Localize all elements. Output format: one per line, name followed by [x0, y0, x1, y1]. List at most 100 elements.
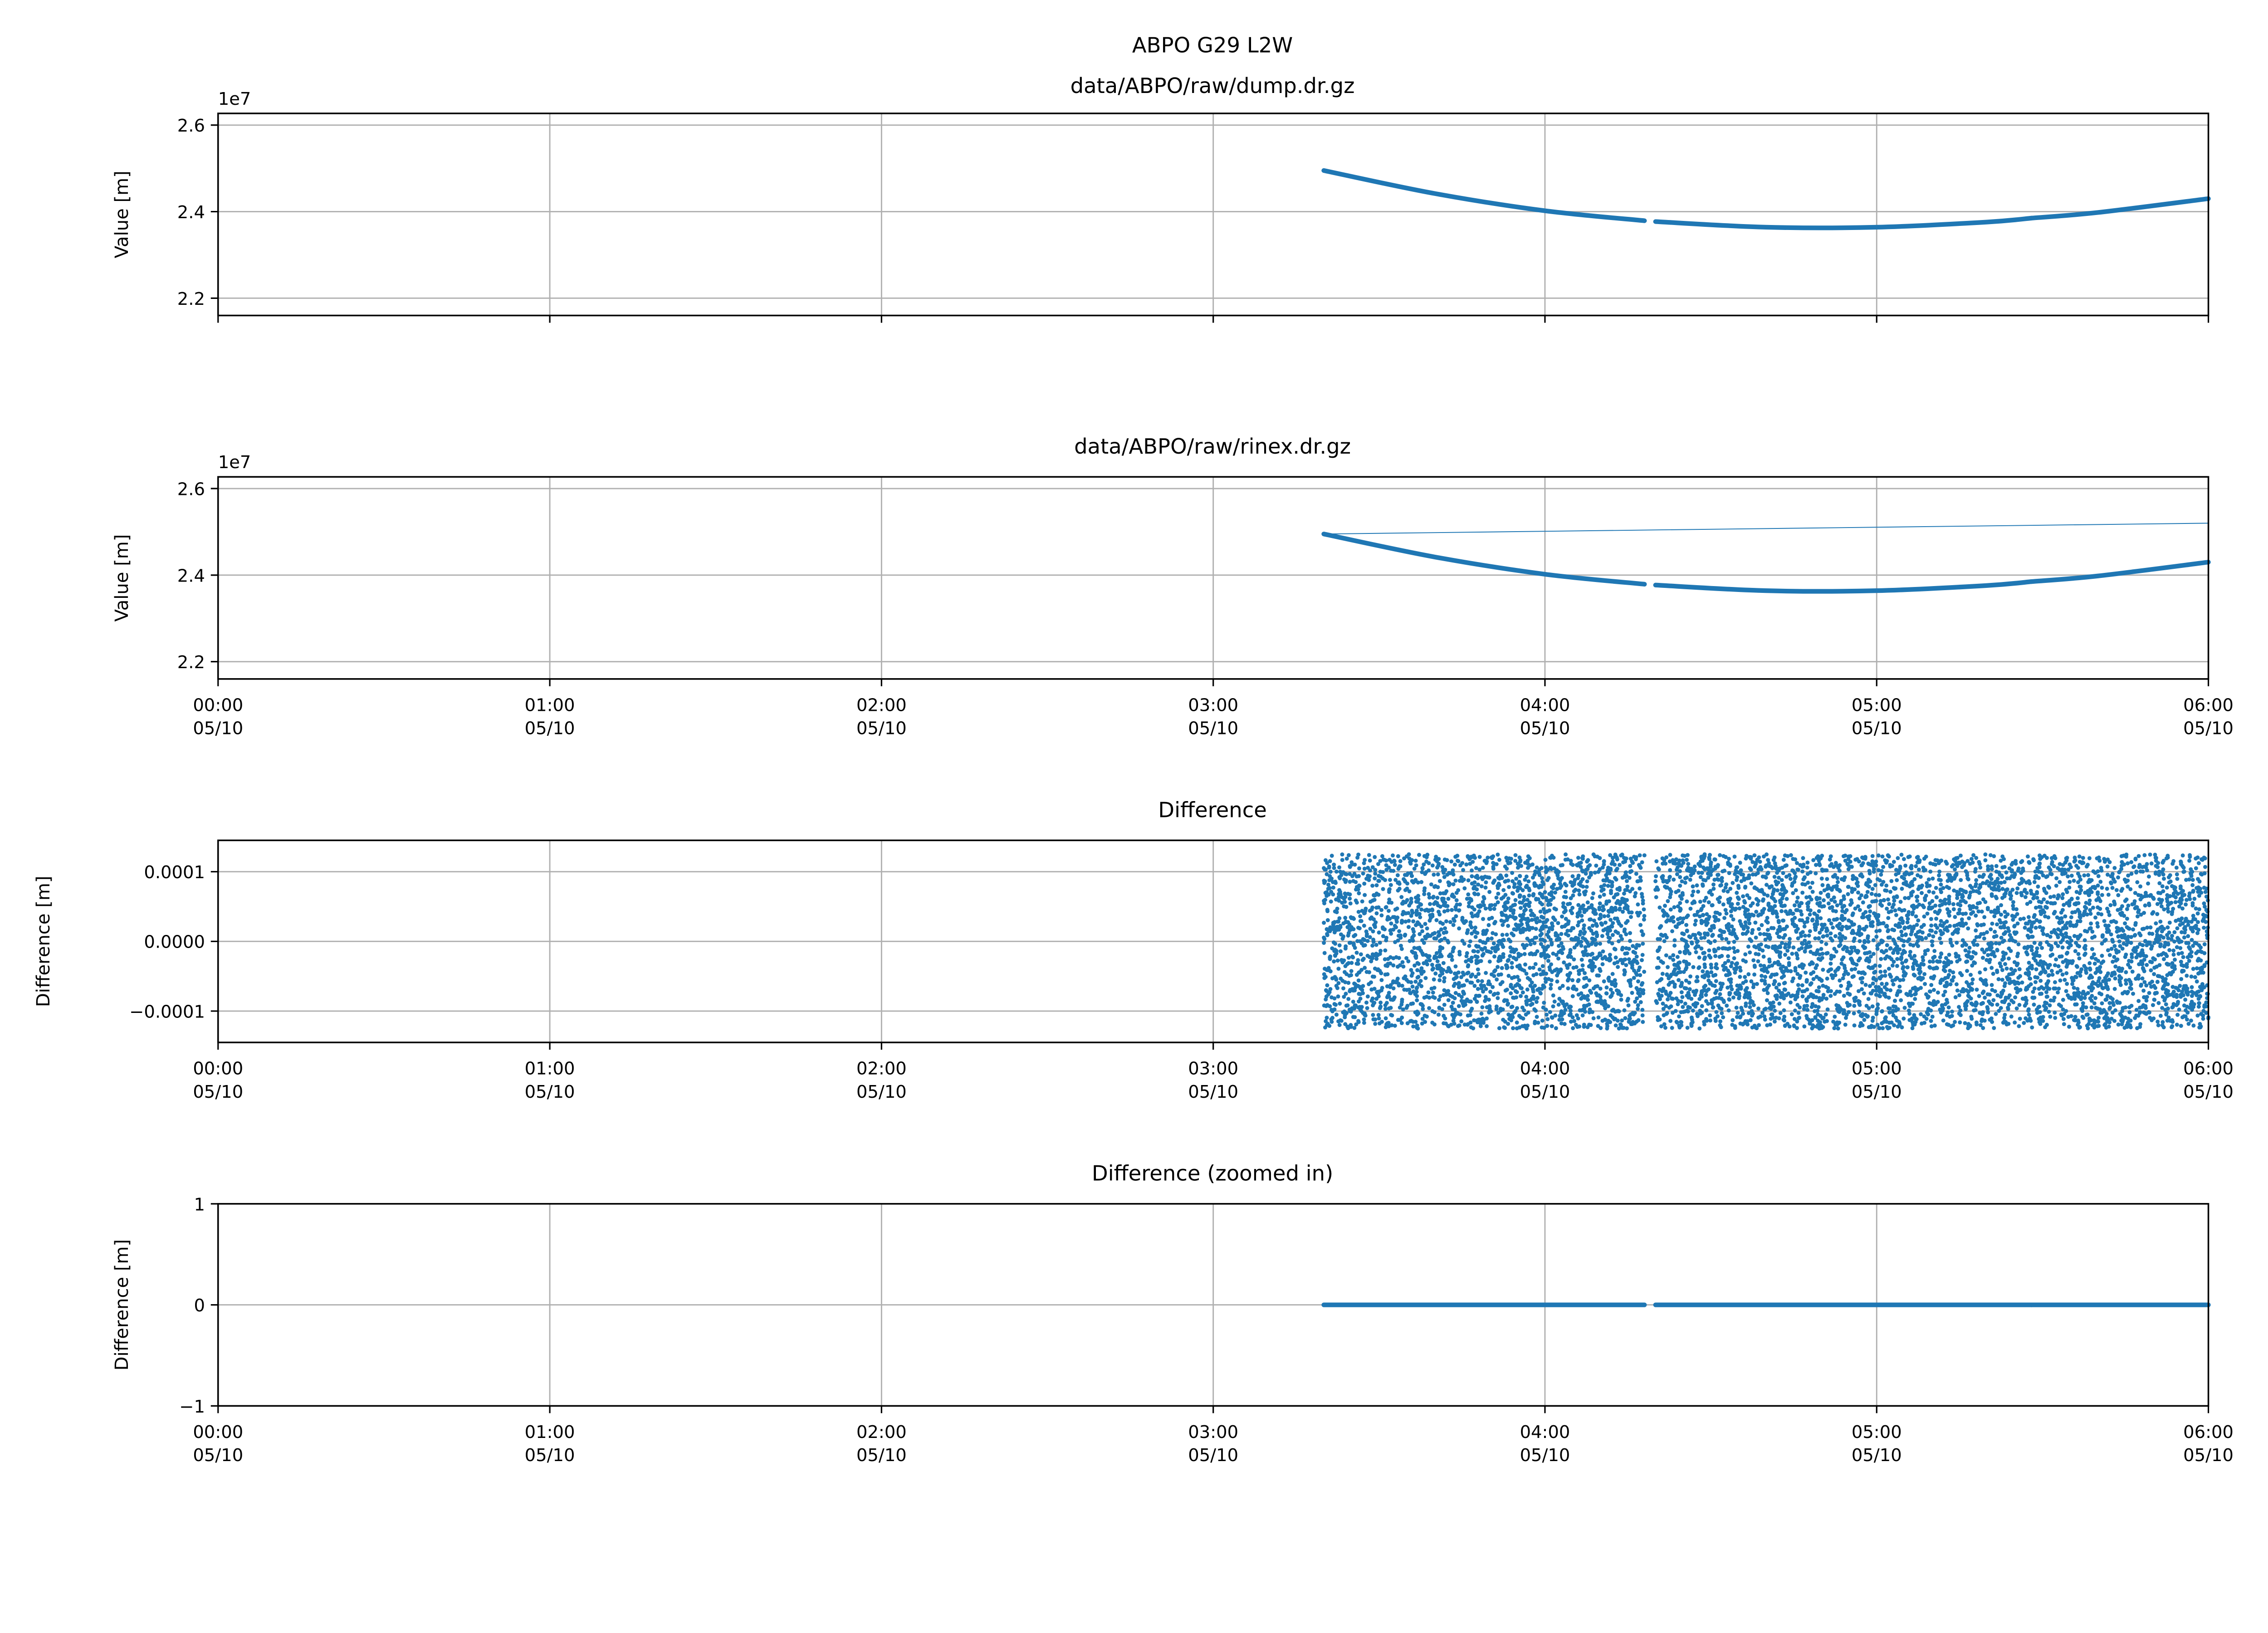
scatter-point [1618, 888, 1622, 892]
scatter-point [1662, 858, 1667, 862]
scatter-point [1800, 869, 1805, 874]
scatter-point [2013, 995, 2018, 1000]
scatter-point [1549, 986, 1553, 991]
scatter-point [1672, 944, 1677, 948]
scatter-point [1344, 919, 1348, 924]
scatter-point [1564, 923, 1569, 927]
scatter-point [1602, 883, 1607, 887]
x-tick-label-time: 01:00 [525, 1059, 575, 1079]
y-offset-label: 1e7 [218, 89, 251, 109]
scatter-point [1886, 916, 1891, 920]
scatter-point [1618, 934, 1623, 938]
scatter-point [1594, 957, 1598, 961]
scatter-point [1752, 944, 1757, 949]
scatter-point [1879, 957, 1883, 961]
scatter-point [1912, 877, 1917, 881]
scatter-point [1479, 884, 1484, 889]
scatter-point [1540, 1025, 1544, 1030]
scatter-point [1967, 895, 1971, 900]
scatter-point [1351, 955, 1355, 960]
scatter-point [1686, 861, 1691, 866]
scatter-point [1908, 949, 1913, 954]
scatter-point [1992, 1026, 1996, 1030]
scatter-point [1527, 900, 1532, 905]
scatter-point [1430, 914, 1435, 919]
scatter-point [1588, 988, 1592, 993]
scatter-point [1431, 932, 1435, 936]
scatter-point [1719, 883, 1724, 887]
scatter-point [2000, 991, 2004, 995]
scatter-point [1720, 953, 1724, 958]
scatter-point [1380, 986, 1384, 990]
scatter-point [1570, 926, 1574, 930]
scatter-point [1852, 1011, 1856, 1016]
scatter-point [1325, 983, 1330, 988]
scatter-point [1378, 1000, 1383, 1005]
scatter-point [1336, 895, 1341, 900]
scatter-point [1546, 929, 1551, 934]
scatter-point [1336, 981, 1341, 985]
scatter-point [1483, 946, 1487, 950]
scatter-point [1877, 929, 1882, 933]
scatter-point [1397, 880, 1401, 885]
scatter-point [1931, 934, 1936, 939]
scatter-point [2011, 900, 2015, 905]
scatter-point [2018, 974, 2023, 978]
scatter-point [1489, 972, 1494, 977]
scatter-point [1874, 978, 1878, 982]
scatter-point [1416, 905, 1421, 909]
scatter-point [1455, 854, 1460, 858]
series-segment [1653, 215, 2034, 230]
scatter-point [1906, 925, 1911, 930]
scatter-point [1713, 954, 1718, 958]
scatter-point [1561, 999, 1565, 1004]
scatter-point [1415, 1023, 1419, 1028]
scatter-point [1619, 958, 1623, 962]
scatter-point [1764, 875, 1768, 880]
scatter-point [1346, 934, 1350, 938]
scatter-point [1511, 1026, 1515, 1031]
scatter-point [1796, 936, 1800, 941]
scatter-point [1559, 967, 1563, 972]
scatter-point [1877, 963, 1882, 968]
scatter-point [1528, 966, 1532, 970]
scatter-point [1622, 897, 1627, 902]
scatter-point [1542, 910, 1547, 915]
scatter-point [1969, 857, 1974, 861]
scatter-point [1374, 997, 1379, 1001]
scatter-point [1793, 1008, 1797, 1013]
scatter-point [1492, 946, 1497, 950]
scatter-point [1888, 890, 1893, 894]
scatter-point [1805, 861, 1810, 865]
scatter-point [1551, 886, 1555, 890]
scatter-point [1438, 994, 1442, 998]
scatter-point [1340, 858, 1344, 862]
scatter-point [1585, 953, 1589, 957]
scatter-point [1593, 911, 1598, 916]
scatter-point [1373, 868, 1378, 872]
scatter-point [1388, 878, 1392, 882]
scatter-point [1579, 991, 1584, 996]
scatter-point [1903, 896, 1907, 900]
x-tick-label-time: 06:00 [2183, 695, 2234, 715]
scatter-point [1925, 881, 1929, 885]
scatter-point [1926, 948, 1930, 953]
scatter-point [1601, 878, 1606, 883]
scatter-point [1411, 1020, 1415, 1024]
scatter-point [1353, 1003, 1357, 1008]
scatter-point [1436, 1012, 1441, 1017]
scatter-point [1891, 982, 1896, 987]
scatter-point [1359, 968, 1364, 972]
scatter-point [1986, 1010, 1990, 1015]
scatter-point [1511, 891, 1515, 896]
scatter-point [1407, 919, 1411, 923]
scatter-point [1926, 877, 1931, 882]
scatter-point [1337, 916, 1342, 920]
scatter-point [1986, 868, 1990, 872]
scatter-point [1716, 873, 1721, 877]
scatter-point [1661, 986, 1666, 991]
scatter-point [1640, 958, 1644, 963]
scatter-point [1568, 950, 1573, 955]
scatter-point [1824, 997, 1829, 1001]
scatter-point [1795, 900, 1799, 904]
